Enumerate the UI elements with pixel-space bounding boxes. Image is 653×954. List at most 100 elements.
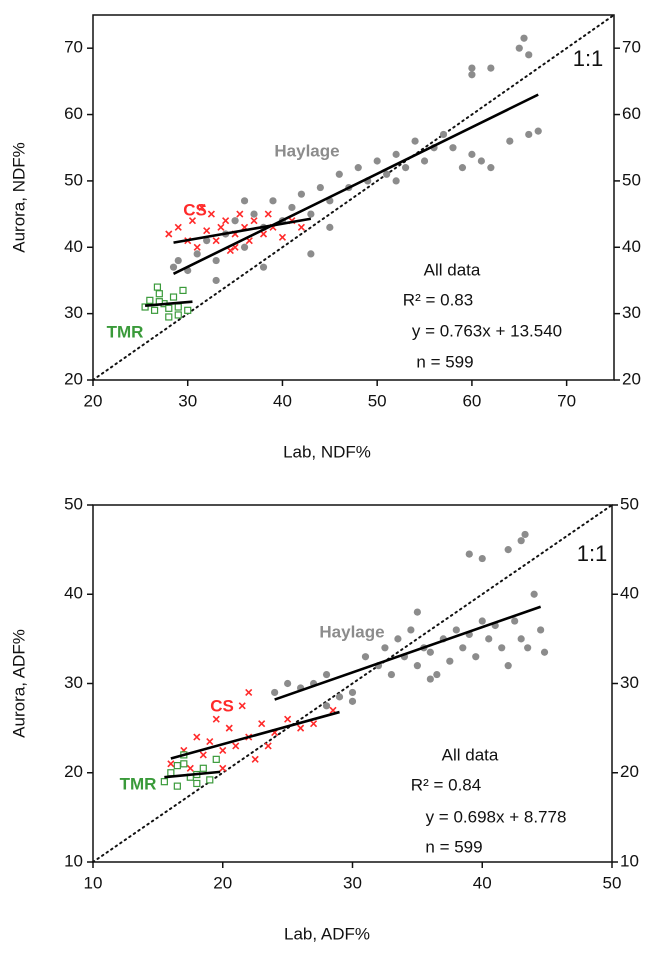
point xyxy=(264,210,272,218)
point xyxy=(297,190,305,198)
point xyxy=(472,653,480,661)
point xyxy=(540,648,549,656)
fit-line xyxy=(144,300,193,307)
fit-line xyxy=(172,93,539,275)
x-tick-label: 20 xyxy=(84,391,103,410)
annotation: n = 599 xyxy=(425,837,482,856)
point xyxy=(335,693,344,701)
point xyxy=(236,210,244,218)
point xyxy=(179,286,187,295)
annotation: All data xyxy=(424,260,481,279)
point xyxy=(407,626,415,634)
x-tick-label: 50 xyxy=(368,391,387,410)
annotation: y = 0.698x + 8.778 xyxy=(426,807,567,826)
point xyxy=(446,657,454,665)
point xyxy=(180,760,188,768)
point xyxy=(203,237,211,245)
annotation: R² = 0.84 xyxy=(411,775,481,794)
identity-label: 1:1 xyxy=(573,46,604,71)
point xyxy=(238,702,246,710)
point xyxy=(174,311,182,319)
y2-tick-label: 50 xyxy=(620,494,639,513)
y2-tick-label: 60 xyxy=(622,104,641,123)
point xyxy=(173,762,181,770)
point xyxy=(193,243,201,251)
point xyxy=(517,635,525,643)
point xyxy=(402,164,410,172)
x-tick-label: 10 xyxy=(84,873,103,892)
annotation: All data xyxy=(442,745,499,764)
point xyxy=(520,34,528,42)
point xyxy=(511,617,519,625)
y2-tick-label: 40 xyxy=(620,584,639,603)
point xyxy=(487,64,495,72)
point xyxy=(212,755,220,763)
series-label: Haylage xyxy=(274,141,339,160)
point xyxy=(167,760,175,768)
point xyxy=(199,751,207,759)
point xyxy=(515,44,523,52)
point xyxy=(524,644,532,652)
plot-frame xyxy=(92,14,615,381)
point xyxy=(392,177,400,185)
point xyxy=(310,720,318,728)
point xyxy=(411,137,419,145)
y2-tick-label: 30 xyxy=(622,303,641,322)
point xyxy=(150,306,159,314)
point xyxy=(231,217,239,225)
x-tick-label: 20 xyxy=(213,873,232,892)
y-tick-label: 40 xyxy=(64,584,83,603)
identity-label: 1:1 xyxy=(577,541,608,566)
point xyxy=(521,530,529,539)
point xyxy=(212,256,220,265)
y2-tick-label: 20 xyxy=(620,762,639,781)
point xyxy=(439,130,448,139)
point xyxy=(206,737,214,746)
point xyxy=(485,635,493,643)
point xyxy=(212,237,220,245)
point xyxy=(322,702,331,710)
point xyxy=(426,648,434,656)
point xyxy=(284,715,292,723)
x-tick-label: 40 xyxy=(473,873,492,892)
point xyxy=(335,170,343,178)
x-tick-label: 30 xyxy=(178,391,197,410)
point xyxy=(174,303,182,311)
point xyxy=(225,724,233,732)
point xyxy=(373,157,381,165)
point xyxy=(326,223,334,231)
series-label: CS xyxy=(210,696,234,715)
x-tick-label: 30 xyxy=(343,873,362,892)
point xyxy=(193,250,201,258)
y-tick-label: 40 xyxy=(64,237,83,256)
point xyxy=(226,247,234,255)
point xyxy=(452,626,460,634)
point xyxy=(174,256,182,265)
point xyxy=(146,296,154,304)
point xyxy=(420,157,429,165)
point xyxy=(537,626,545,634)
point xyxy=(316,183,324,192)
point xyxy=(394,635,402,643)
point xyxy=(245,688,253,696)
y-tick-label: 50 xyxy=(64,170,83,189)
y2-tick-label: 30 xyxy=(620,673,639,692)
point xyxy=(361,653,370,661)
y-tick-label: 10 xyxy=(64,851,83,870)
point xyxy=(392,150,400,158)
point xyxy=(264,742,272,750)
point xyxy=(506,137,514,145)
series-label: TMR xyxy=(120,774,157,793)
point xyxy=(413,608,421,616)
point xyxy=(240,197,249,205)
point xyxy=(458,164,467,172)
point xyxy=(212,276,220,285)
point xyxy=(381,644,389,652)
point xyxy=(173,782,181,790)
point xyxy=(232,742,240,750)
fit-line xyxy=(170,710,340,760)
point xyxy=(284,679,292,688)
point xyxy=(449,144,457,152)
point xyxy=(212,715,220,723)
point xyxy=(504,546,512,554)
